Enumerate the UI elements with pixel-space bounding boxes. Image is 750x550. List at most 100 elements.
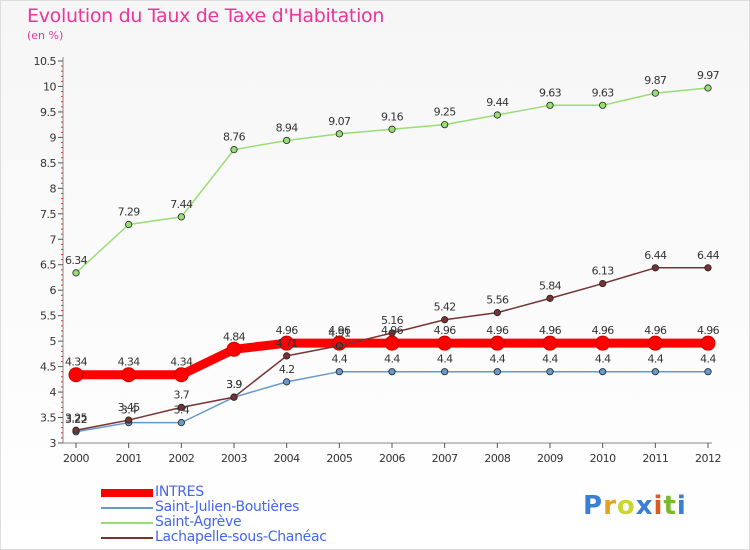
data-point [384,335,400,351]
data-point [388,368,396,376]
data-label: 4.96 [381,324,404,337]
data-label: 4.96 [697,324,720,337]
data-point [704,264,712,272]
data-label: 4.96 [434,324,457,337]
data-label: 4.4 [700,353,716,366]
legend-item: INTRES [101,485,327,500]
data-label: 4.4 [647,353,663,366]
x-tick-label: 2011 [642,452,668,465]
data-label: 3.45 [118,401,141,414]
legend-swatch [101,536,153,539]
legend-swatch [101,506,153,509]
data-point [283,378,291,386]
data-label: 4.2 [279,363,295,376]
x-tick-label: 2001 [116,452,142,465]
data-label: 9.07 [328,115,351,128]
data-point [700,335,716,351]
data-point [173,367,189,383]
legend-label: Lachapelle-sous-Chanéac [155,529,327,545]
data-label: 4.4 [437,353,453,366]
data-label: 3.4 [173,404,189,417]
data-point [647,335,663,351]
data-point [72,269,80,277]
data-label: 4.84 [223,330,246,343]
y-tick-label: 9.5 [40,106,56,119]
x-tick-label: 2008 [484,452,510,465]
data-point [542,335,558,351]
data-point [283,352,291,360]
data-label: 9.87 [644,74,667,87]
data-label: 5.84 [539,279,562,292]
legend-label: INTRES [155,484,204,500]
data-point [230,393,238,401]
data-point [546,368,554,376]
data-point [546,294,554,302]
data-point [651,89,659,97]
logo-letter: i [653,491,664,521]
chart-subtitle: (en %) [27,29,64,42]
logo-letter: o [616,491,636,521]
data-label: 8.94 [276,121,299,134]
logo-letter: i [676,491,687,521]
data-point [704,84,712,92]
data-label: 9.16 [381,110,404,123]
proxiti-logo: Proxiti [583,491,687,521]
data-label: 4.34 [118,356,141,369]
data-point [335,130,343,138]
data-point [72,426,80,434]
data-point [68,367,84,383]
data-point [177,419,185,427]
data-point [388,329,396,337]
data-point [651,368,659,376]
logo-letter: x [635,491,654,521]
data-label: 9.97 [697,69,720,82]
x-tick-label: 2005 [326,452,352,465]
chart-title: Evolution du Taux de Taxe d'Habitation [27,5,385,27]
legend-item: Lachapelle-sous-Chanéac [101,530,327,545]
data-label: 8.76 [223,131,246,144]
data-label: 4.96 [276,324,299,337]
data-label: 3.7 [173,388,189,401]
data-label: 4.96 [486,324,509,337]
y-tick-label: 10.5 [34,55,57,68]
data-point [651,264,659,272]
data-label: 4.96 [592,324,615,337]
y-tick-label: 9 [50,131,57,144]
data-label: 4.4 [489,353,505,366]
data-point [546,101,554,109]
x-tick-label: 2004 [274,452,300,465]
data-label: 3.9 [226,378,242,391]
data-point [493,111,501,119]
data-label: 6.34 [65,254,88,267]
data-point [226,341,242,357]
legend-swatch [101,521,153,524]
data-label: 3.4 [121,404,137,417]
logo-letter: P [583,491,604,521]
data-point [335,342,343,350]
y-tick-label: 3.5 [40,412,56,425]
y-tick-label: 5 [50,335,57,348]
y-tick-label: 7.5 [40,208,56,221]
data-point [177,213,185,221]
x-tick-label: 2003 [221,452,247,465]
data-point [599,368,607,376]
x-tick-label: 2012 [695,452,721,465]
data-label: 4.34 [65,356,88,369]
y-tick-label: 4 [50,386,57,399]
data-point [230,146,238,154]
y-tick-label: 6 [50,284,57,297]
data-label: 4.4 [542,353,558,366]
data-point [441,368,449,376]
data-point [599,101,607,109]
data-label: 5.56 [486,294,509,307]
logo-letter: t [663,491,677,521]
data-label: 4.4 [331,353,347,366]
data-point [335,368,343,376]
data-point [441,316,449,324]
data-point [704,368,712,376]
data-point [441,121,449,129]
data-label: 5.16 [381,314,404,327]
data-label: 4.34 [170,356,193,369]
